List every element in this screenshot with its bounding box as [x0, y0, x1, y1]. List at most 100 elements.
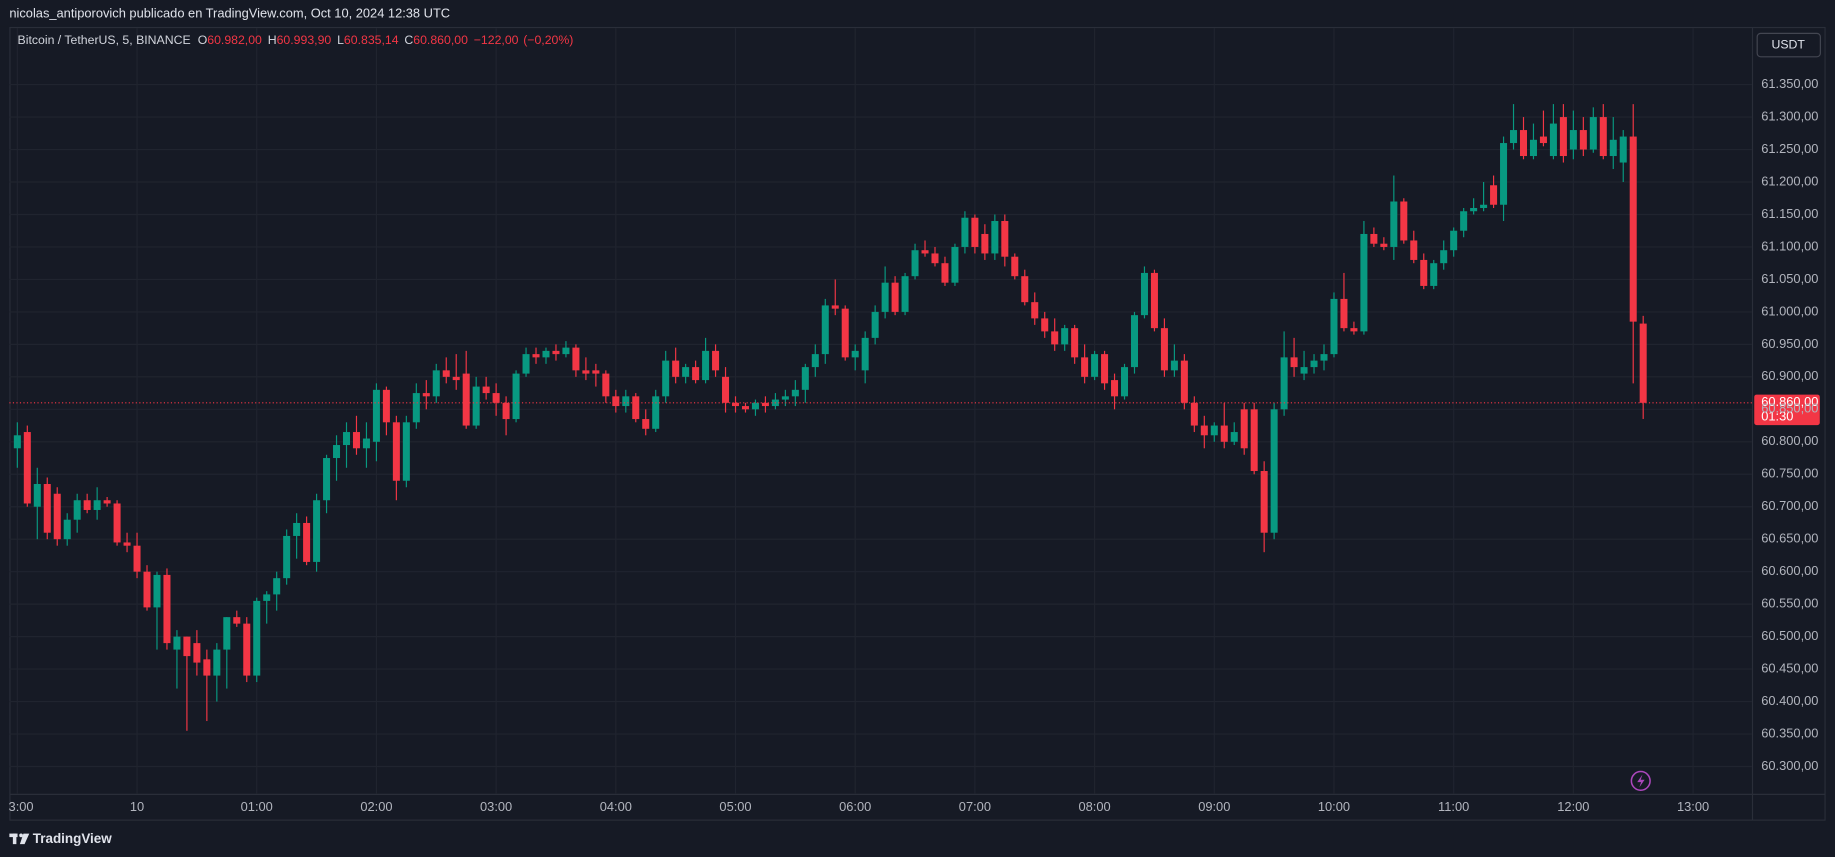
candle-body — [23, 432, 31, 504]
y-tick-label: 61.250,00 — [1761, 141, 1818, 156]
candle-body — [1579, 130, 1587, 150]
candle-body — [1519, 130, 1528, 157]
candles — [13, 104, 1647, 731]
y-tick-label: 60.650,00 — [1761, 531, 1818, 546]
candle-body — [1041, 318, 1049, 332]
publish-info: nicolas_antiporovich publicado en Tradin… — [9, 5, 450, 20]
candle-body — [1011, 256, 1019, 277]
y-tick-label: 60.950,00 — [1761, 336, 1818, 351]
candle-body — [13, 435, 21, 449]
candle-body — [1061, 328, 1069, 345]
alert-bolt[interactable] — [1637, 774, 1645, 788]
candle-body — [1599, 117, 1607, 157]
candle-body — [53, 493, 61, 540]
candle-body — [632, 396, 640, 420]
candle-body — [1360, 233, 1368, 332]
candle-body — [1240, 409, 1248, 449]
candle-body — [183, 636, 191, 657]
candle-body — [203, 659, 211, 676]
candle-body — [472, 386, 480, 426]
currency-label[interactable]: USDT — [1771, 37, 1805, 51]
candle-body — [592, 370, 600, 374]
candle-body — [582, 370, 590, 374]
y-tick-label: 60.550,00 — [1761, 596, 1818, 611]
candle-body — [1569, 130, 1577, 150]
candle-body — [273, 578, 281, 595]
candle-body — [951, 246, 959, 283]
candle-body — [502, 402, 510, 420]
candle-body — [811, 354, 819, 368]
candle-body — [1001, 220, 1009, 257]
y-tick-label: 61.150,00 — [1761, 206, 1818, 221]
y-tick-label: 60.450,00 — [1761, 660, 1818, 675]
legend-value: 60.835,14 — [344, 33, 399, 47]
countdown: 01:30 — [1761, 408, 1793, 423]
candle-body — [313, 500, 321, 562]
top-bar — [0, 0, 1835, 27]
candle-body — [1200, 425, 1208, 436]
candle-body — [622, 396, 630, 407]
candle-body — [243, 623, 251, 676]
x-tick-label: 03:00 — [480, 799, 512, 814]
legend: Bitcoin / TetherUS, 5, BINANCE O60.982,00… — [18, 33, 574, 47]
x-tick-label: 12:00 — [1557, 799, 1589, 814]
candle-body — [1529, 139, 1537, 157]
legend-key: O — [198, 33, 208, 47]
candle-body — [761, 402, 769, 407]
candle-body — [43, 483, 51, 533]
candle-body — [682, 367, 690, 377]
candle-body — [113, 503, 121, 543]
legend-key: L — [337, 33, 344, 47]
candle-body — [662, 360, 670, 397]
candle-body — [1081, 357, 1089, 377]
y-tick-label: 60.700,00 — [1761, 498, 1818, 513]
candle-body — [1350, 328, 1358, 332]
candle-body — [1400, 201, 1408, 241]
candle-body — [1190, 402, 1198, 426]
candle-body — [1490, 185, 1498, 205]
x-tick-label: 09:00 — [1198, 799, 1230, 814]
candle-body — [83, 500, 91, 510]
candle-body — [921, 250, 929, 254]
candle-body — [1340, 298, 1348, 329]
candle-body — [213, 649, 221, 676]
price-tag-label: 60.860,00 — [1761, 394, 1818, 409]
candle-body — [223, 617, 231, 650]
candle-body — [981, 233, 989, 254]
y-tick-label: 61.100,00 — [1761, 238, 1818, 253]
candle-body — [791, 389, 799, 397]
y-tick-label: 60.500,00 — [1761, 628, 1818, 643]
candle-body — [263, 594, 271, 601]
y-tick-label: 60.800,00 — [1761, 433, 1818, 448]
footer-logo — [9, 833, 30, 845]
candle-body — [133, 545, 141, 572]
candle-body — [293, 522, 301, 536]
candle-body — [941, 263, 949, 283]
candle-body — [452, 376, 460, 381]
candle-body — [1280, 357, 1288, 410]
y-tick-label: 60.900,00 — [1761, 368, 1818, 383]
legend-key: H — [268, 33, 277, 47]
candle-body — [153, 574, 161, 608]
candle-body — [303, 522, 311, 562]
candle-body — [612, 396, 620, 407]
x-tick-label: 06:00 — [839, 799, 871, 814]
candle-body — [1390, 201, 1398, 247]
currency-button[interactable] — [1756, 32, 1821, 58]
x-tick-label: 02:00 — [360, 799, 392, 814]
candle-body — [1160, 328, 1168, 371]
candle-body — [362, 438, 370, 449]
candle-body — [233, 617, 241, 624]
candle-body — [1140, 272, 1148, 316]
candle-body — [173, 636, 181, 650]
candle-body — [342, 432, 351, 446]
candle-body — [562, 347, 570, 355]
alert-circle[interactable] — [1630, 770, 1651, 792]
alert-icon[interactable] — [1630, 770, 1651, 792]
candle-body — [901, 276, 909, 312]
candle-body — [1150, 272, 1158, 329]
candle-body — [1250, 409, 1258, 472]
candle-body — [1420, 259, 1428, 286]
footer-brand: TradingView — [33, 831, 113, 846]
